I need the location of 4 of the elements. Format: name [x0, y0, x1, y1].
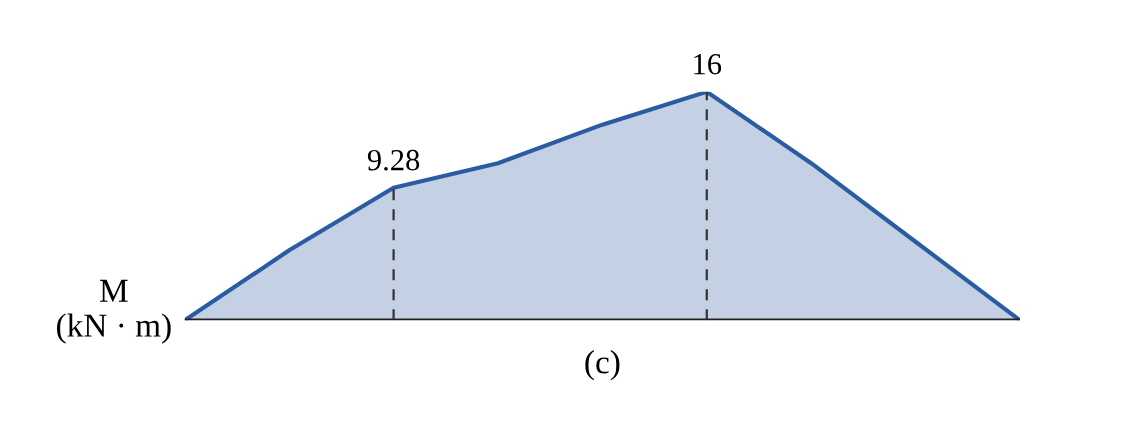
y-axis-title: M (kN · m) [56, 279, 171, 344]
data-label: 9.28 [367, 149, 420, 171]
x-axis-title: (c) [585, 350, 620, 381]
data-label: 16 [694, 53, 722, 75]
